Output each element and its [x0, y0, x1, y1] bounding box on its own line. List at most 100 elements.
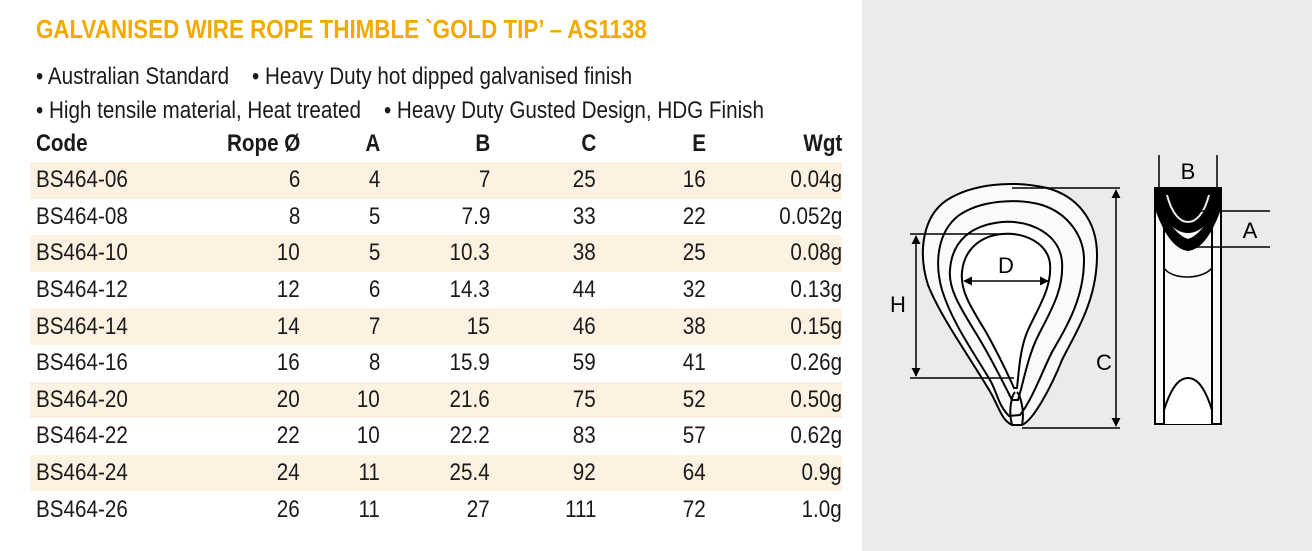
cell-a: 5 [300, 235, 380, 272]
spec-panel: GALVANISED WIRE ROPE THIMBLE `GOLD TIP’ … [30, 14, 856, 528]
thimble-side-view [1154, 155, 1270, 425]
cell-rope: 26 [277, 495, 300, 523]
table-row: BS464-24 24 11 25.4 92 64 0.9g [30, 454, 842, 492]
diagram-panel: B A D H C [862, 0, 1312, 551]
cell-a: 6 [368, 276, 380, 304]
cell-a: 10 [357, 422, 380, 450]
cell-b: 10.3 [380, 235, 490, 272]
cell-rope: 6 [180, 162, 300, 199]
cell-e: 72 [683, 495, 706, 523]
cell-b: 22.2 [449, 422, 490, 450]
table-row: BS464-22 22 10 22.2 83 57 0.62g [30, 418, 842, 455]
label-b: B [1181, 159, 1196, 184]
header-c: C [581, 130, 596, 157]
cell-wgt: 1.0g [801, 495, 842, 523]
cell-code: BS464-08 [36, 202, 128, 230]
cell-wgt: 0.15g [706, 308, 842, 345]
cell-b: 15.9 [449, 349, 490, 377]
table-row: BS464-06 6 4 7 25 16 0.04g [30, 162, 842, 199]
label-d: D [998, 253, 1014, 278]
cell-code: BS464-20 [30, 381, 180, 419]
header-e: E [692, 130, 706, 157]
cell-e: 38 [596, 308, 706, 345]
cell-rope: 12 [277, 276, 300, 304]
cell-c: 83 [573, 422, 596, 450]
table-row: BS464-16 16 8 15.9 59 41 0.26g [30, 345, 842, 382]
cell-b: 25.4 [380, 454, 490, 492]
table-row: BS464-08 8 5 7.9 33 22 0.052g [30, 199, 842, 236]
cell-code: BS464-16 [36, 349, 128, 377]
feature-item: • High tensile material, Heat treated [36, 97, 362, 124]
header-b: B [475, 130, 490, 157]
cell-wgt: 0.052g [778, 202, 842, 230]
cell-rope: 22 [277, 422, 300, 450]
cell-code: BS464-22 [36, 422, 128, 450]
cell-b: 7.9 [461, 202, 490, 230]
cell-c: 38 [490, 235, 596, 272]
product-title: GALVANISED WIRE ROPE THIMBLE `GOLD TIP’ … [36, 14, 647, 44]
feature-line-1: • Australian Standard • Heavy Duty hot d… [36, 60, 741, 94]
cell-wgt: 0.13g [790, 276, 842, 304]
feature-item: • Heavy Duty hot dipped galvanised finis… [252, 63, 633, 90]
cell-b: 27 [467, 495, 490, 523]
feature-line-2: • High tensile material, Heat treated • … [36, 94, 764, 128]
header-code: Code [36, 130, 88, 157]
cell-e: 64 [596, 454, 706, 492]
cell-c: 75 [490, 381, 596, 419]
table-row: BS464-20 20 10 21.6 75 52 0.50g [30, 381, 842, 419]
cell-a: 11 [358, 495, 380, 523]
cell-a: 4 [300, 162, 380, 199]
cell-b: 15 [380, 308, 490, 345]
cell-rope: 14 [180, 308, 300, 345]
label-c: C [1096, 350, 1112, 375]
label-a: A [1243, 218, 1258, 243]
cell-wgt: 0.26g [790, 349, 842, 377]
cell-wgt: 0.08g [706, 235, 842, 272]
cell-e: 57 [683, 422, 706, 450]
header-wgt: Wgt [803, 130, 842, 157]
cell-code: BS464-26 [36, 495, 128, 523]
cell-b: 14.3 [449, 276, 490, 304]
cell-wgt: 0.62g [790, 422, 842, 450]
cell-b: 7 [380, 162, 490, 199]
table-row: BS464-12 12 6 14.3 44 32 0.13g [30, 272, 842, 309]
cell-e: 32 [683, 276, 706, 304]
cell-wgt: 0.9g [706, 454, 842, 492]
cell-a: 11 [300, 454, 380, 492]
cell-e: 52 [596, 381, 706, 419]
cell-a: 8 [368, 349, 380, 377]
cell-code: BS464-14 [30, 308, 180, 345]
table-row: BS464-26 26 11 27 111 72 1.0g [30, 491, 842, 528]
cell-e: 41 [683, 349, 706, 377]
cell-rope: 10 [180, 235, 300, 272]
cell-c: 25 [490, 162, 596, 199]
cell-c: 44 [573, 276, 596, 304]
spec-table: Code Rope Ø A B C E Wgt BS464-06 6 4 7 25 16 0… [30, 126, 842, 528]
thimble-front-view [910, 183, 1121, 429]
cell-rope: 20 [180, 381, 300, 419]
header-a: A [365, 130, 380, 157]
thimble-diagram: B A D H C [890, 155, 1270, 429]
cell-rope: 16 [277, 349, 300, 377]
cell-a: 7 [300, 308, 380, 345]
cell-rope: 24 [180, 454, 300, 492]
cell-c: 33 [573, 202, 596, 230]
cell-c: 92 [490, 454, 596, 492]
cell-code: BS464-24 [30, 454, 180, 492]
cell-wgt: 0.50g [706, 381, 842, 419]
cell-c: 46 [490, 308, 596, 345]
header-rope: Rope Ø [226, 130, 300, 157]
cell-b: 21.6 [380, 381, 490, 419]
cell-c: 59 [573, 349, 596, 377]
feature-list: • Australian Standard • Heavy Duty hot d… [36, 60, 856, 128]
cell-c: 111 [564, 495, 596, 523]
cell-e: 16 [596, 162, 706, 199]
cell-e: 22 [683, 202, 706, 230]
cell-e: 25 [596, 235, 706, 272]
feature-item: • Australian Standard [36, 63, 230, 90]
table-header-row: Code Rope Ø A B C E Wgt [30, 126, 842, 162]
cell-rope: 8 [288, 202, 300, 230]
cell-code: BS464-10 [30, 235, 180, 272]
feature-item: • Heavy Duty Gusted Design, HDG Finish [383, 97, 764, 124]
cell-a: 5 [368, 202, 380, 230]
